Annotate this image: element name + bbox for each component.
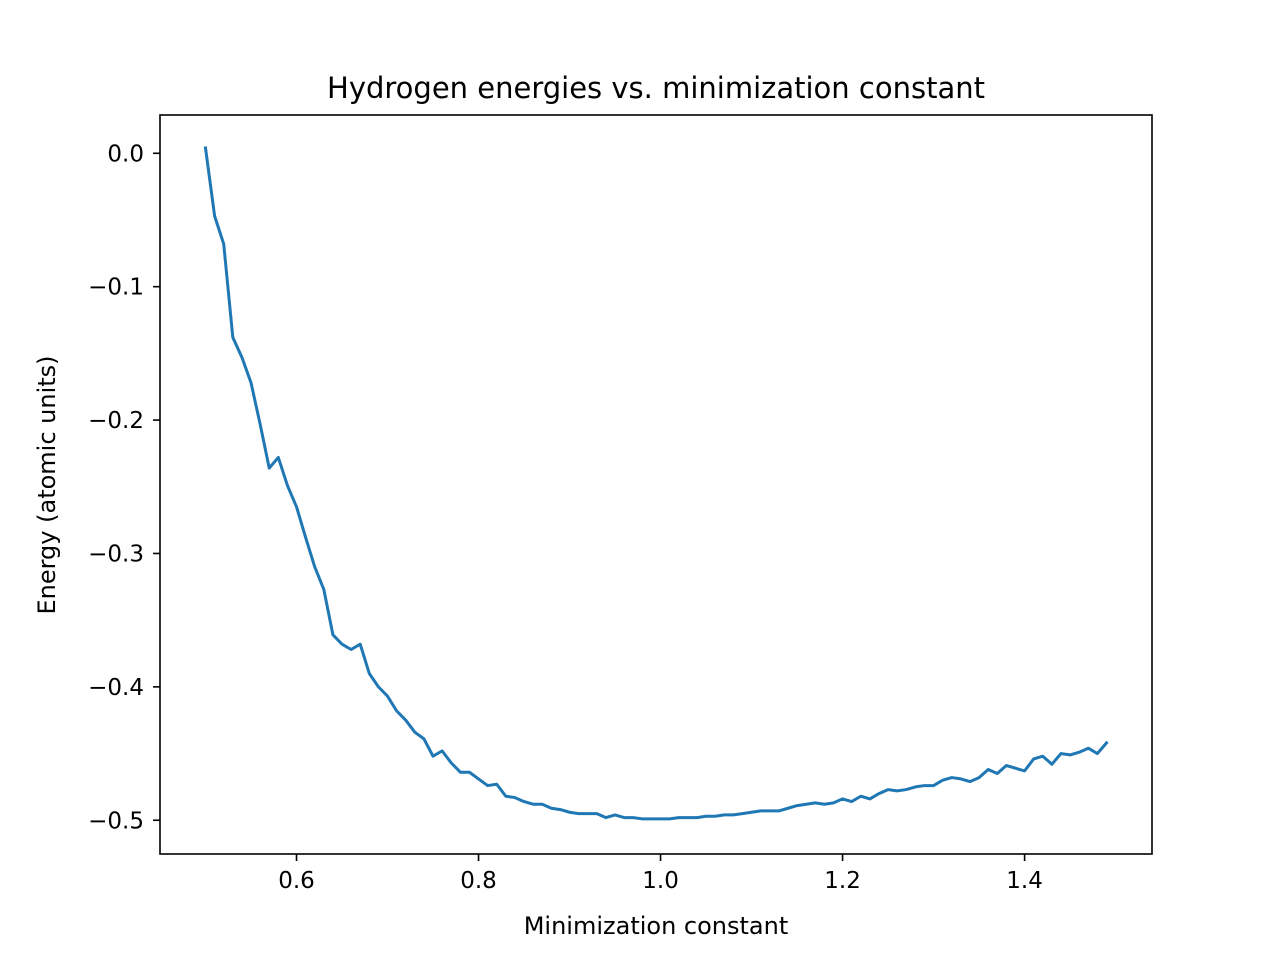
- y-tick-label: 0.0: [107, 141, 144, 167]
- y-tick-label: −0.3: [88, 541, 144, 567]
- x-tick-label: 0.6: [278, 868, 315, 894]
- chart-title: Hydrogen energies vs. minimization const…: [327, 71, 985, 105]
- y-axis-label: Energy (atomic units): [33, 355, 61, 614]
- x-tick-label: 1.0: [642, 868, 679, 894]
- axes-frame: [159, 114, 1153, 855]
- x-axis-label: Minimization constant: [524, 912, 789, 940]
- x-tick-label: 1.4: [1006, 868, 1043, 894]
- plot-area: [203, 146, 1109, 821]
- y-tick-label: −0.2: [88, 408, 144, 434]
- y-axis: 0.0 −0.1 −0.2 −0.3 −0.4 −0.5: [88, 141, 160, 834]
- x-tick-label: 0.8: [460, 868, 497, 894]
- y-tick-label: −0.1: [88, 275, 144, 301]
- y-tick-label: −0.4: [88, 675, 144, 701]
- series-line: [203, 146, 1109, 821]
- x-tick-label: 1.2: [824, 868, 861, 894]
- x-axis: 0.6 0.8 1.0 1.2 1.4: [278, 854, 1043, 894]
- y-tick-label: −0.5: [88, 808, 144, 834]
